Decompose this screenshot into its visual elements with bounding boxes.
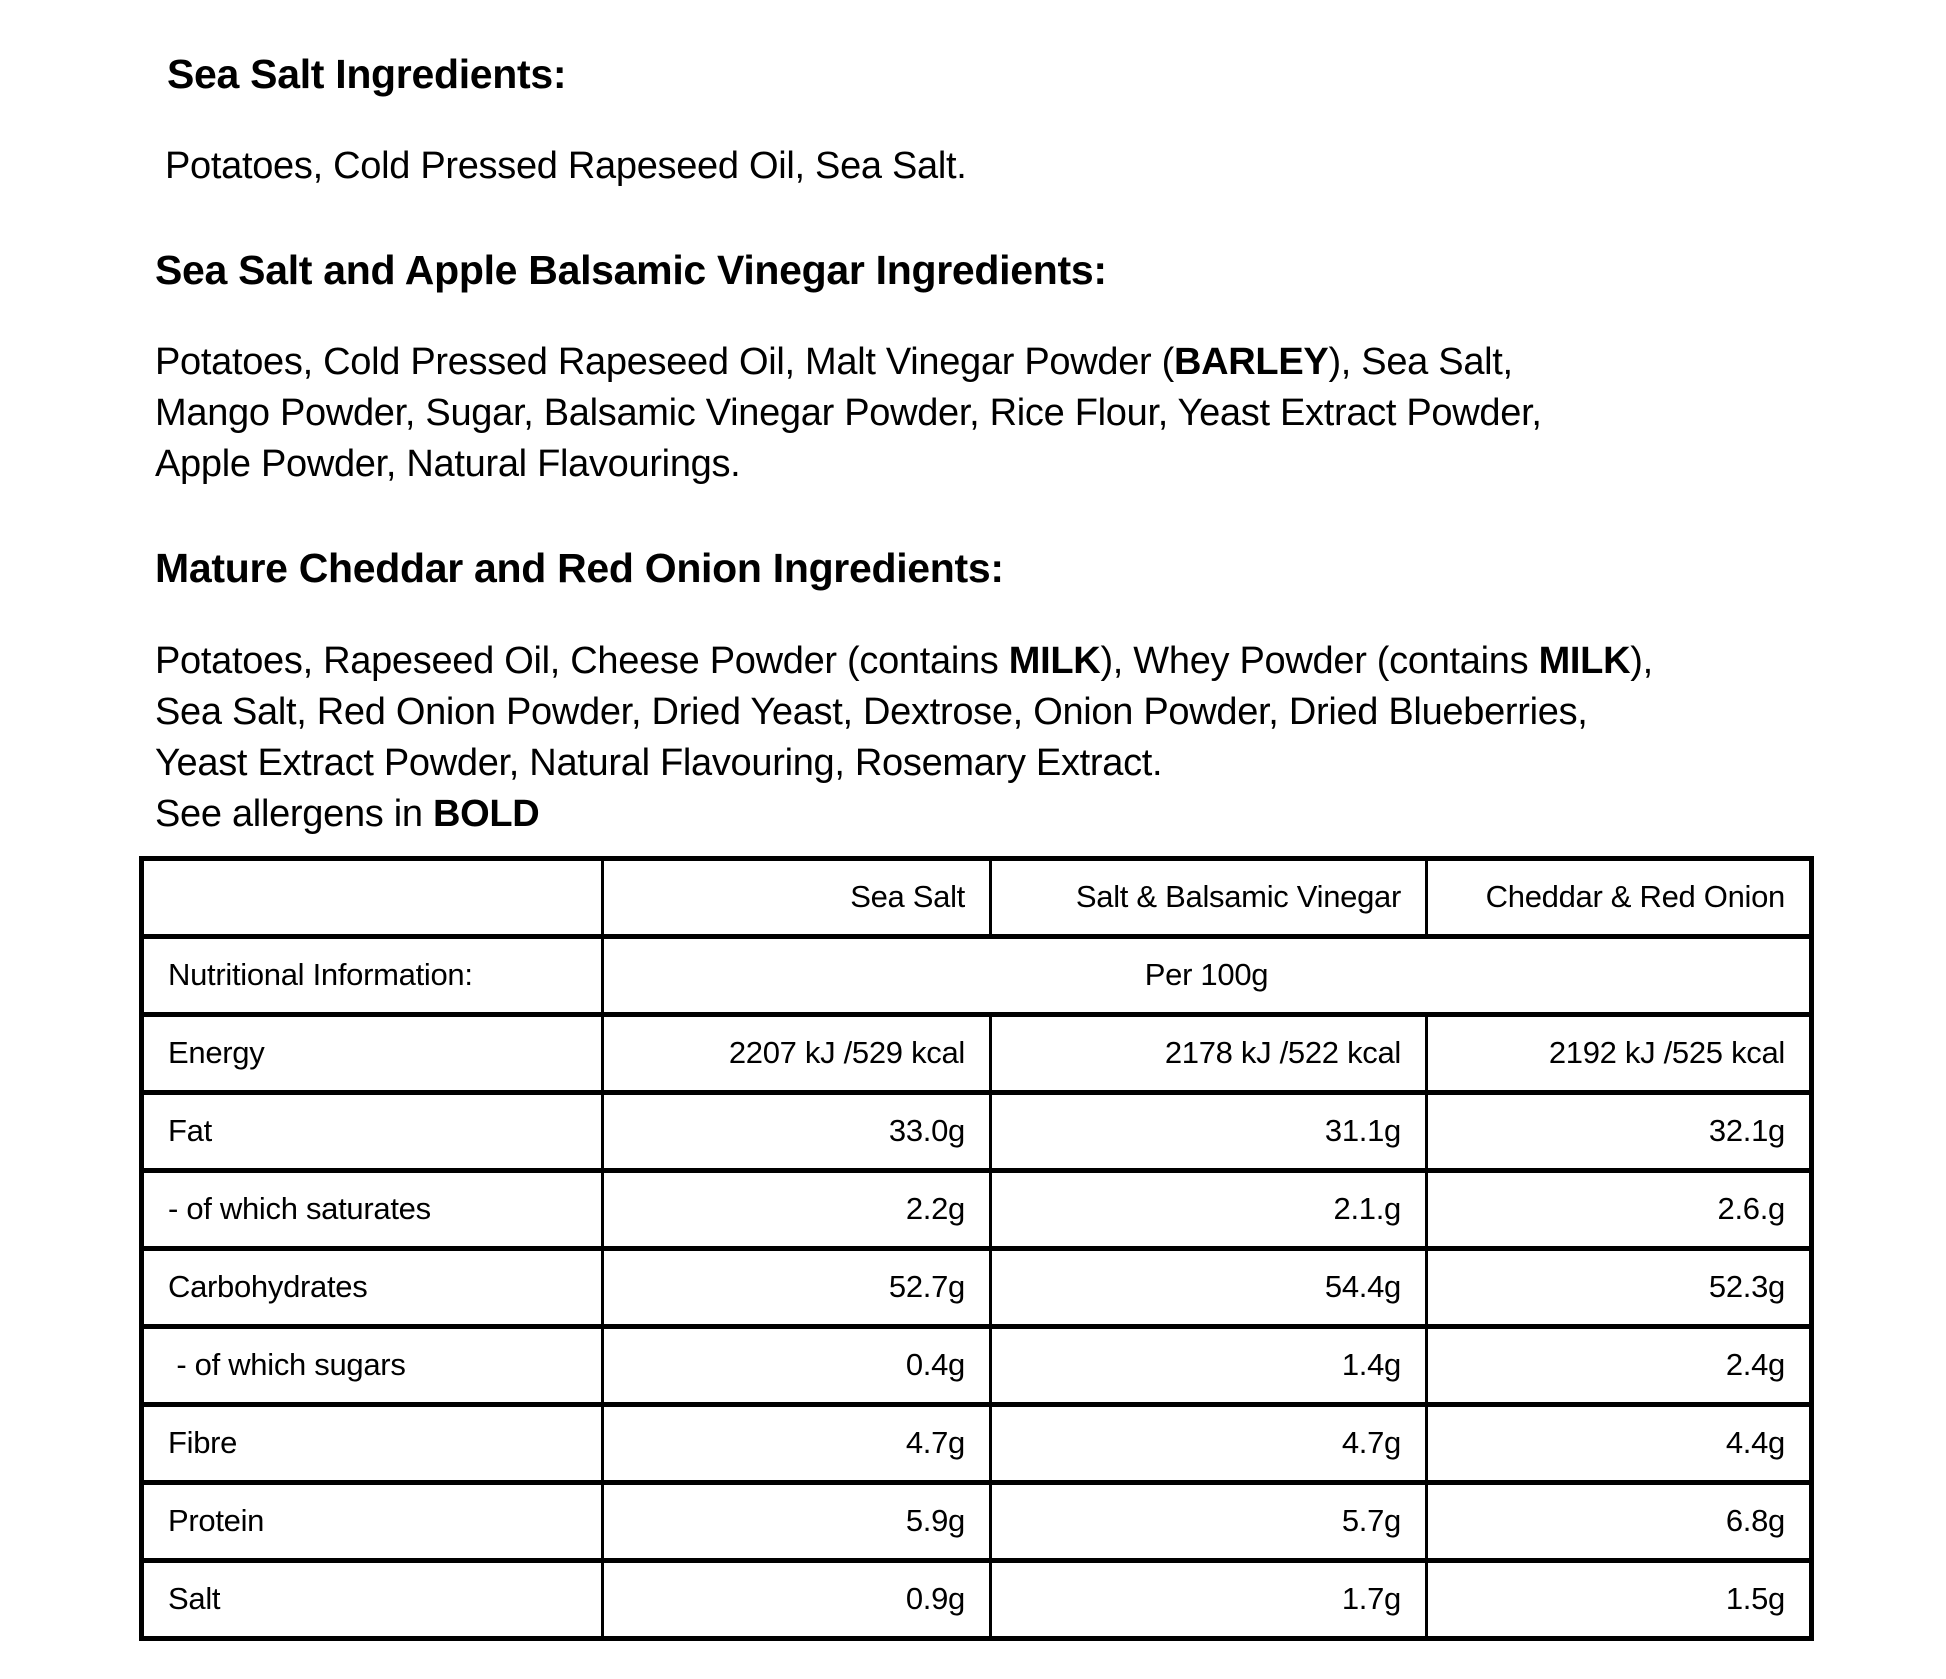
- ingredient-text: ),: [1630, 639, 1653, 682]
- table-cell-value: 2.1.g: [989, 1167, 1428, 1251]
- table-row: - of which sugars 0.4g 1.4g 2.4g: [140, 1323, 1813, 1407]
- table-column-header: Sea Salt: [601, 855, 992, 939]
- table-cell-value: 1.5g: [1425, 1557, 1813, 1641]
- table-cell-value: 31.1g: [989, 1089, 1428, 1173]
- allergen-text: MILK: [1008, 639, 1101, 682]
- nutrition-table: Sea Salt Salt & Balsamic Vinegar Cheddar &…: [139, 855, 1814, 1641]
- table-cell-value: 5.7g: [989, 1479, 1428, 1563]
- table-cell-value: 2.2g: [601, 1167, 992, 1251]
- table-cell-value: 2207 kJ /529 kcal: [601, 1011, 992, 1095]
- table-cell-value: 0.9g: [601, 1557, 992, 1641]
- ingredients-paragraph: Potatoes, Cold Pressed Rapeseed Oil, Sea…: [165, 141, 1816, 192]
- paragraph-line: Apple Powder, Natural Flavourings.: [155, 439, 1816, 490]
- table-corner-cell: [140, 855, 604, 939]
- ingredient-text: ), Whey Powder (contains: [1100, 639, 1539, 682]
- table-row-label: Energy: [140, 1011, 604, 1095]
- ingredients-heading: Mature Cheddar and Red Onion Ingredients…: [155, 545, 1004, 592]
- table-cell-value: 4.7g: [601, 1401, 992, 1485]
- ingredient-text: See allergens in: [155, 792, 433, 835]
- paragraph-line: Yeast Extract Powder, Natural Flavouring…: [155, 738, 1816, 789]
- table-cell-value: 33.0g: [601, 1089, 992, 1173]
- per-100g-label: Per 100g: [601, 933, 1813, 1017]
- ingredients-paragraph: Potatoes, Cold Pressed Rapeseed Oil, Mal…: [155, 337, 1816, 490]
- table-cell-value: 2.6.g: [1425, 1167, 1813, 1251]
- ingredient-text: Apple Powder, Natural Flavourings.: [155, 443, 741, 486]
- ingredient-text: Potatoes, Cold Pressed Rapeseed Oil, Sea…: [165, 145, 967, 188]
- table-column-header: Salt & Balsamic Vinegar: [989, 855, 1428, 939]
- table-cell-value: 6.8g: [1425, 1479, 1813, 1563]
- ingredient-text: Potatoes, Cold Pressed Rapeseed Oil, Mal…: [155, 341, 1174, 384]
- table-cell-value: 54.4g: [989, 1245, 1428, 1329]
- nutritional-information-label: Nutritional Information:: [140, 933, 604, 1017]
- table-row: Protein 5.9g 5.7g 6.8g: [140, 1479, 1813, 1563]
- paragraph-line: Mango Powder, Sugar, Balsamic Vinegar Po…: [155, 388, 1816, 439]
- table-row-label: - of which saturates: [140, 1167, 604, 1251]
- table-cell-value: 52.3g: [1425, 1245, 1813, 1329]
- table-column-header: Cheddar & Red Onion: [1425, 855, 1813, 939]
- table-row-label: Fibre: [140, 1401, 604, 1485]
- table-row-label: Fat: [140, 1089, 604, 1173]
- ingredient-text: Yeast Extract Powder, Natural Flavouring…: [155, 741, 1163, 784]
- table-row: Carbohydrates 52.7g 54.4g 52.3g: [140, 1245, 1813, 1329]
- allergen-text: BOLD: [432, 792, 540, 835]
- table-cell-value: 52.7g: [601, 1245, 992, 1329]
- ingredient-text: Potatoes, Rapeseed Oil, Cheese Powder (c…: [155, 639, 1009, 682]
- ingredients-heading: Sea Salt and Apple Balsamic Vinegar Ingr…: [155, 247, 1107, 294]
- table-cell-value: 1.4g: [989, 1323, 1428, 1407]
- table-row-label: Salt: [140, 1557, 604, 1641]
- table-row: Fat 33.0g 31.1g 32.1g: [140, 1089, 1813, 1173]
- paragraph-line: See allergens in BOLD: [155, 789, 1816, 840]
- table-cell-value: 32.1g: [1425, 1089, 1813, 1173]
- table-row: Fibre 4.7g 4.7g 4.4g: [140, 1401, 1813, 1485]
- table-cell-value: 2.4g: [1425, 1323, 1813, 1407]
- ingredient-text: Sea Salt, Red Onion Powder, Dried Yeast,…: [155, 690, 1588, 733]
- nutrition-table-body: Sea Salt Salt & Balsamic Vinegar Cheddar &…: [140, 855, 1813, 1641]
- paragraph-line: Potatoes, Rapeseed Oil, Cheese Powder (c…: [155, 636, 1816, 687]
- table-row: - of which saturates 2.2g 2.1.g 2.6.g: [140, 1167, 1813, 1251]
- table-row-label: Protein: [140, 1479, 604, 1563]
- table-row-label: - of which sugars: [140, 1323, 604, 1407]
- table-cell-value: 1.7g: [989, 1557, 1428, 1641]
- table-cell-value: 5.9g: [601, 1479, 992, 1563]
- paragraph-line: Sea Salt, Red Onion Powder, Dried Yeast,…: [155, 687, 1816, 738]
- table-header-row: Sea Salt Salt & Balsamic Vinegar Cheddar &…: [140, 855, 1813, 939]
- ingredients-paragraph: Potatoes, Rapeseed Oil, Cheese Powder (c…: [155, 636, 1816, 840]
- table-cell-value: 2192 kJ /525 kcal: [1425, 1011, 1813, 1095]
- ingredients-sections: Sea Salt Ingredients: Potatoes, Cold Pres…: [155, 50, 1816, 840]
- table-cell-value: 4.7g: [989, 1401, 1428, 1485]
- table-cell-value: 2178 kJ /522 kcal: [989, 1011, 1428, 1095]
- table-row: Salt 0.9g 1.7g 1.5g: [140, 1557, 1813, 1641]
- paragraph-line: Potatoes, Cold Pressed Rapeseed Oil, Mal…: [155, 337, 1816, 388]
- ingredients-heading: Sea Salt Ingredients:: [167, 51, 567, 97]
- table-subheader-row: Nutritional Information: Per 100g: [140, 933, 1813, 1017]
- table-cell-value: 0.4g: [601, 1323, 992, 1407]
- table-row-label: Carbohydrates: [140, 1245, 604, 1329]
- ingredient-text: Mango Powder, Sugar, Balsamic Vinegar Po…: [155, 392, 1542, 435]
- table-row: Energy 2207 kJ /529 kcal 2178 kJ /522 kcal…: [140, 1011, 1813, 1095]
- paragraph-line: Potatoes, Cold Pressed Rapeseed Oil, Sea…: [165, 141, 1816, 192]
- allergen-text: MILK: [1538, 639, 1631, 682]
- allergen-text: BARLEY: [1174, 341, 1329, 384]
- table-cell-value: 4.4g: [1425, 1401, 1813, 1485]
- ingredient-text: ), Sea Salt,: [1328, 341, 1513, 384]
